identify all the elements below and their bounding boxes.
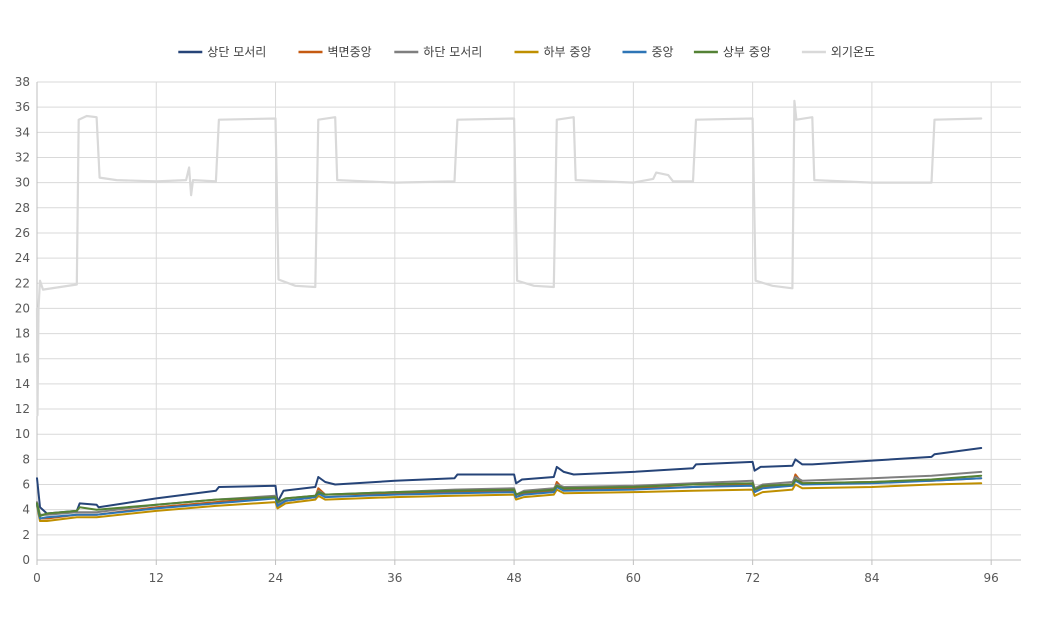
y-tick-label: 4 [22,503,30,517]
legend-item: 상부 중앙 [693,45,771,59]
y-tick-label: 26 [15,226,30,240]
legend-label: 상단 모서리 [207,45,266,59]
legend: 상단 모서리 벽면중앙 하단 모서리 하부 중앙 중앙 상부 중앙 외기온도 [178,45,875,59]
legend-item: 벽면중앙 [298,45,372,59]
y-tick-label: 2 [22,528,30,542]
y-tick-label: 14 [15,377,30,391]
legend-item: 상단 모서리 [178,45,266,59]
legend-label: 중앙 [652,45,674,59]
legend-label: 벽면중앙 [328,45,372,59]
legend-item: 하부 중앙 [514,45,592,59]
x-tick-label: 96 [984,571,999,585]
x-tick-label: 60 [626,571,641,585]
x-tick-label: 0 [33,571,41,585]
legend-label: 상부 중앙 [723,45,771,59]
y-tick-label: 8 [22,452,30,466]
x-tick-label: 72 [745,571,760,585]
y-tick-label: 16 [15,352,30,366]
y-tick-label: 24 [15,251,30,265]
legend-label: 하단 모서리 [423,45,482,59]
legend-label: 외기온도 [831,45,875,59]
y-tick-label: 34 [15,125,30,139]
series-line-5 [36,474,983,517]
legend-label: 하부 중앙 [544,45,592,59]
x-tick-label: 48 [506,571,521,585]
gridlines [37,81,1021,561]
series-line-6 [35,99,983,417]
series-line-0 [36,447,983,515]
series-layer [35,99,983,522]
y-tick-label: 22 [15,276,30,290]
y-tick-label: 0 [22,553,30,567]
x-tick-label: 36 [387,571,402,585]
legend-item: 외기온도 [801,45,875,59]
y-tick-label: 32 [15,150,30,164]
legend-item: 중앙 [622,45,674,59]
x-tick-label: 24 [268,571,283,585]
y-tick-label: 6 [22,478,30,492]
legend-item: 하단 모서리 [394,45,482,59]
y-tick-label: 30 [15,176,30,190]
y-tick-label: 18 [15,327,30,341]
y-tick-label: 12 [15,402,30,416]
y-tick-label: 10 [15,427,30,441]
x-tick-label: 84 [864,571,879,585]
y-tick-label: 28 [15,201,30,215]
y-tick-label: 38 [15,75,30,89]
x-tick-label: 12 [149,571,164,585]
y-tick-label: 20 [15,301,30,315]
y-tick-label: 36 [15,100,30,114]
